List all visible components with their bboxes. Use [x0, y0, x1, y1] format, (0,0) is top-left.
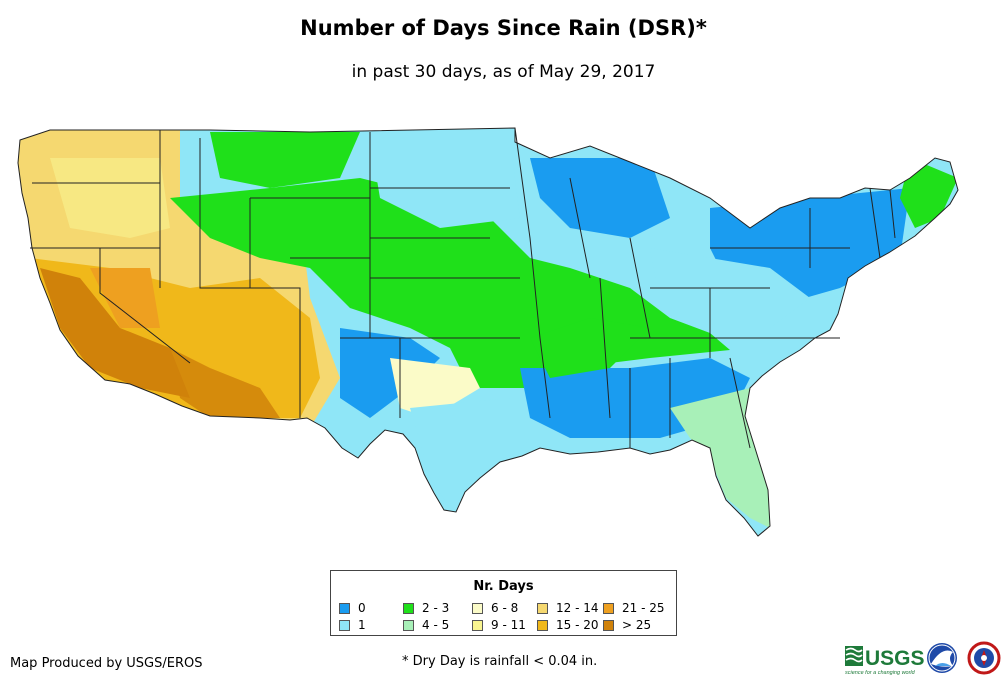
dry-day-note: * Dry Day is rainfall < 0.04 in.: [402, 654, 598, 669]
legend-label-2: 2 - 3: [422, 601, 450, 615]
legend-swatch-8: [603, 603, 614, 614]
state-lines-central: [340, 127, 651, 419]
legend-label-4: 6 - 8: [491, 601, 519, 615]
north-green-streaks: [210, 132, 360, 188]
legend-item-2: 2 - 3: [403, 601, 449, 615]
dakotas-light-blue: [370, 138, 520, 228]
legend-swatch-7: [537, 620, 548, 631]
legend-label-6: 12 - 14: [556, 601, 599, 615]
nv-orange-region: [90, 268, 160, 328]
se-light-green: [670, 388, 770, 528]
usgs-wordmark: USGS: [865, 647, 925, 670]
us-dsr-map: [17, 127, 959, 537]
nw-pale-yellow-region: [50, 158, 170, 238]
legend-item-3: 4 - 5: [403, 618, 449, 632]
tx-pale-yellow: [390, 358, 480, 418]
legend-item-4: 6 - 8: [472, 601, 518, 615]
nws-seal-icon: [967, 641, 1001, 675]
us-outline: [17, 127, 959, 537]
legend-label-0: 0: [358, 601, 366, 615]
legend-label-8: 21 - 25: [622, 601, 665, 615]
legend-label-7: 15 - 20: [556, 618, 599, 632]
legend-swatch-3: [403, 620, 414, 631]
legend-item-1: 1: [339, 618, 366, 632]
legend-item-8: 21 - 25: [603, 601, 665, 615]
legend-swatch-0: [339, 603, 350, 614]
noaa-seal-icon: [927, 643, 957, 673]
legend-label-9: > 25: [622, 618, 652, 632]
legend-box: Nr. Days 0 1 2 - 3 4 - 5 6 - 8 9 - 11 12…: [330, 570, 677, 636]
legend-label-1: 1: [358, 618, 366, 632]
map-title: Number of Days Since Rain (DSR)*: [300, 16, 707, 40]
legend-swatch-4: [472, 603, 483, 614]
legend-title: Nr. Days: [473, 579, 534, 594]
legend-item-9: > 25: [603, 618, 651, 632]
legend-item-6: 12 - 14: [537, 601, 599, 615]
state-lines-east: [629, 187, 896, 449]
legend-label-3: 4 - 5: [422, 618, 450, 632]
upper-midwest-blue: [530, 158, 670, 238]
legend-swatch-2: [403, 603, 414, 614]
credit-text: Map Produced by USGS/EROS: [10, 656, 203, 671]
legend-label-5: 9 - 11: [491, 618, 526, 632]
az-dark-orange-region: [170, 348, 280, 418]
map-subtitle: in past 30 days, as of May 29, 2017: [351, 62, 656, 82]
tx-ok-blue: [340, 328, 440, 418]
legend-swatch-6: [537, 603, 548, 614]
sw-dark-orange-region: [40, 268, 190, 398]
tx-light-blue: [410, 398, 530, 508]
usgs-tagline: science for a changing world: [845, 670, 916, 676]
legend-swatch-5: [472, 620, 483, 631]
legend-swatch-1: [339, 620, 350, 631]
mississippi-green: [530, 318, 650, 378]
legend-swatch-9: [603, 620, 614, 631]
legend-item-0: 0: [339, 601, 366, 615]
legend-item-5: 9 - 11: [472, 618, 526, 632]
usgs-logo: USGS science for a changing world: [845, 646, 925, 676]
legend-item-7: 15 - 20: [537, 618, 599, 632]
state-lines-west: [30, 130, 370, 418]
new-england-green: [900, 158, 958, 228]
agency-logos: USGS science for a changing world: [845, 641, 1001, 676]
